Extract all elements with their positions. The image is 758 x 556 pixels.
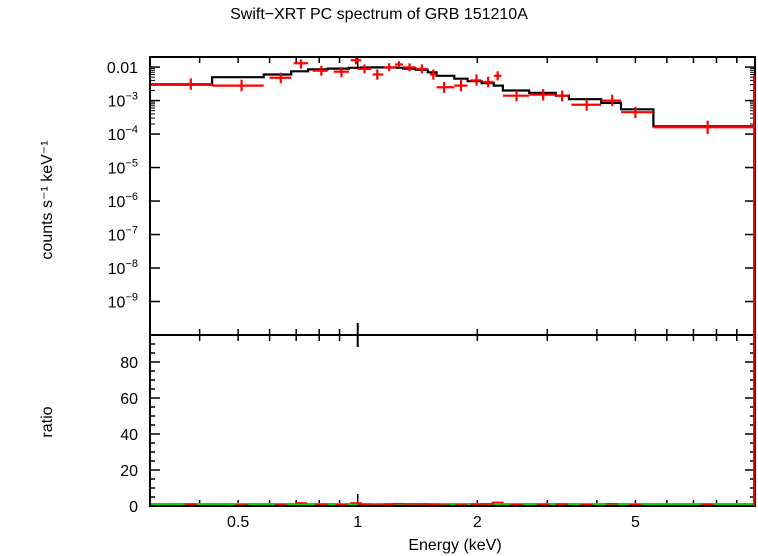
data-point	[350, 57, 362, 65]
model-curve	[150, 66, 755, 128]
data-point	[394, 61, 403, 68]
y-tick-label: 60	[120, 391, 138, 408]
data-point	[429, 69, 437, 80]
data-point	[621, 106, 654, 119]
data-point	[493, 71, 502, 81]
data-point	[383, 63, 397, 72]
data-point	[372, 69, 384, 80]
ratio-points	[150, 501, 755, 506]
data-point	[470, 74, 482, 86]
data-point	[212, 79, 264, 92]
y-tick-label: 10−8	[108, 258, 138, 278]
data-point	[293, 59, 309, 69]
y-tick-label: 10−4	[108, 124, 138, 144]
x-tick-label: 1	[353, 514, 362, 531]
data-point	[502, 90, 530, 102]
y-axis-label-spectrum: counts s⁻¹ keV⁻¹	[39, 140, 56, 259]
data-point	[415, 64, 428, 74]
x-tick-label: 2	[473, 514, 482, 531]
y-tick-label: 10−3	[108, 91, 138, 111]
x-tick-label: 5	[631, 514, 640, 531]
data-point	[357, 64, 372, 74]
ratio-axes: 0.5 1 2 5 0 20 40 60 80	[120, 335, 756, 531]
y-tick-label: 0.01	[107, 60, 138, 77]
x-tick-label: 0.5	[227, 514, 249, 531]
spectrum-axes: 0.01 10−3 10−4 10−5 10−6 10−7 10−8 10−9	[107, 56, 756, 347]
data-point	[150, 78, 213, 90]
model-step-line	[150, 66, 755, 128]
data-point	[601, 94, 622, 107]
data-point	[333, 67, 349, 78]
chart-title: Swift−XRT PC spectrum of GRB 151210A	[230, 6, 528, 23]
data-point	[529, 89, 556, 101]
y-tick-label: 10−6	[108, 191, 138, 211]
data-point	[483, 76, 494, 88]
data-point	[269, 72, 292, 84]
y-tick-label: 0	[129, 499, 138, 516]
y-tick-label: 80	[120, 355, 138, 372]
data-point	[653, 120, 754, 135]
data-point	[312, 65, 328, 76]
y-tick-label: 40	[120, 427, 138, 444]
y-tick-label: 10−9	[108, 292, 138, 312]
data-point	[571, 99, 602, 111]
spectrum-frame	[149, 56, 756, 336]
data-point	[436, 81, 455, 93]
x-axis-label: Energy (keV)	[408, 537, 501, 554]
data-point	[454, 79, 468, 92]
data-point	[402, 63, 416, 72]
y-tick-label: 20	[120, 463, 138, 480]
y-tick-label: 10−7	[108, 225, 138, 245]
data-point	[555, 90, 569, 102]
ratio-frame	[149, 334, 756, 507]
y-tick-label: 10−5	[108, 158, 138, 178]
data-points	[150, 57, 754, 135]
plot-frame	[149, 56, 756, 507]
y-axis-label-ratio: ratio	[39, 406, 56, 437]
